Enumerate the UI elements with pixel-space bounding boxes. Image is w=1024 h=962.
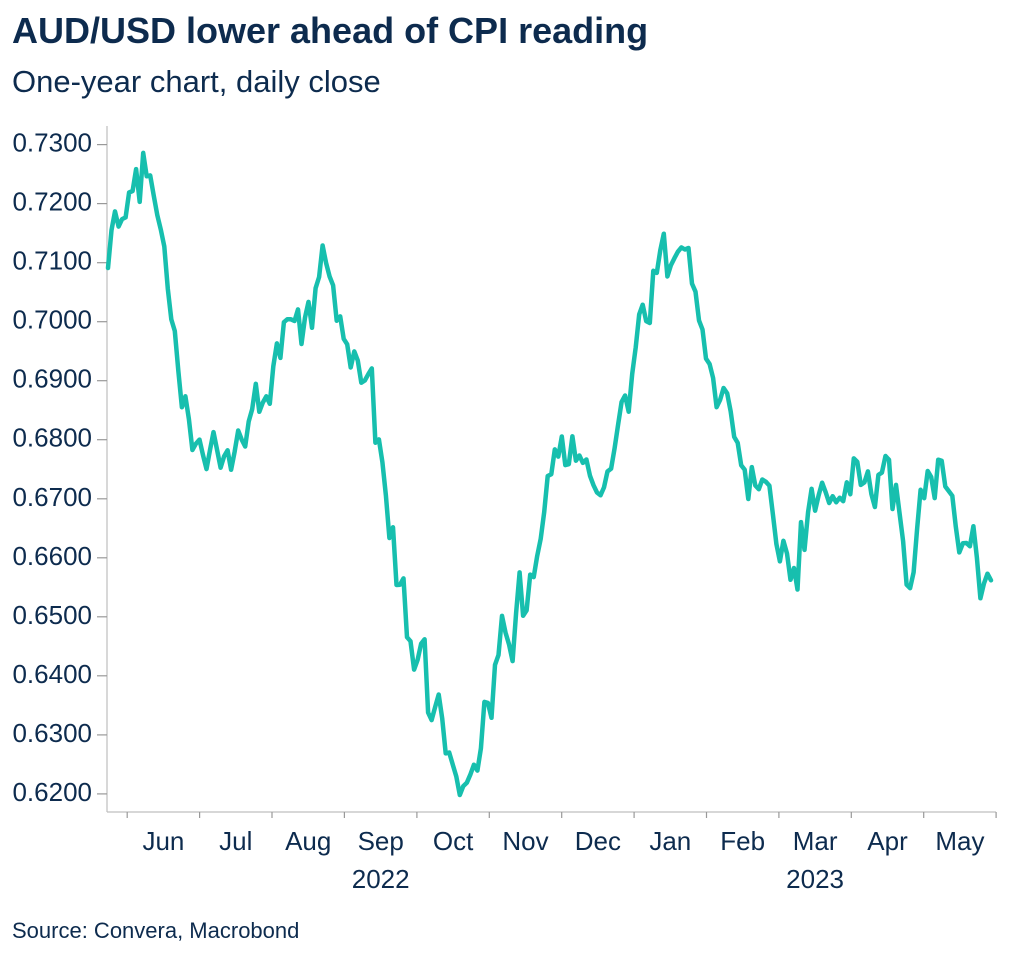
svg-text:0.6900: 0.6900 [12, 364, 92, 394]
svg-text:Aug: Aug [285, 826, 331, 856]
svg-text:Jul: Jul [219, 826, 252, 856]
svg-text:0.6300: 0.6300 [12, 718, 92, 748]
svg-text:Mar: Mar [793, 826, 838, 856]
svg-text:0.6800: 0.6800 [12, 423, 92, 453]
svg-text:0.6700: 0.6700 [12, 482, 92, 512]
svg-text:Sep: Sep [358, 826, 404, 856]
svg-text:Feb: Feb [720, 826, 765, 856]
svg-text:0.6600: 0.6600 [12, 541, 92, 571]
svg-text:0.6400: 0.6400 [12, 659, 92, 689]
svg-text:Apr: Apr [867, 826, 908, 856]
svg-text:0.7200: 0.7200 [12, 187, 92, 217]
svg-text:2023: 2023 [786, 864, 844, 894]
svg-text:Dec: Dec [575, 826, 621, 856]
svg-text:0.6200: 0.6200 [12, 777, 92, 807]
svg-text:Jun: Jun [142, 826, 184, 856]
svg-text:0.7000: 0.7000 [12, 305, 92, 335]
svg-text:0.7300: 0.7300 [12, 128, 92, 158]
svg-text:Jan: Jan [649, 826, 691, 856]
svg-text:0.7100: 0.7100 [12, 246, 92, 276]
svg-text:Oct: Oct [433, 826, 474, 856]
svg-text:May: May [935, 826, 984, 856]
svg-text:Nov: Nov [502, 826, 548, 856]
svg-text:2022: 2022 [352, 864, 410, 894]
svg-text:0.6500: 0.6500 [12, 600, 92, 630]
